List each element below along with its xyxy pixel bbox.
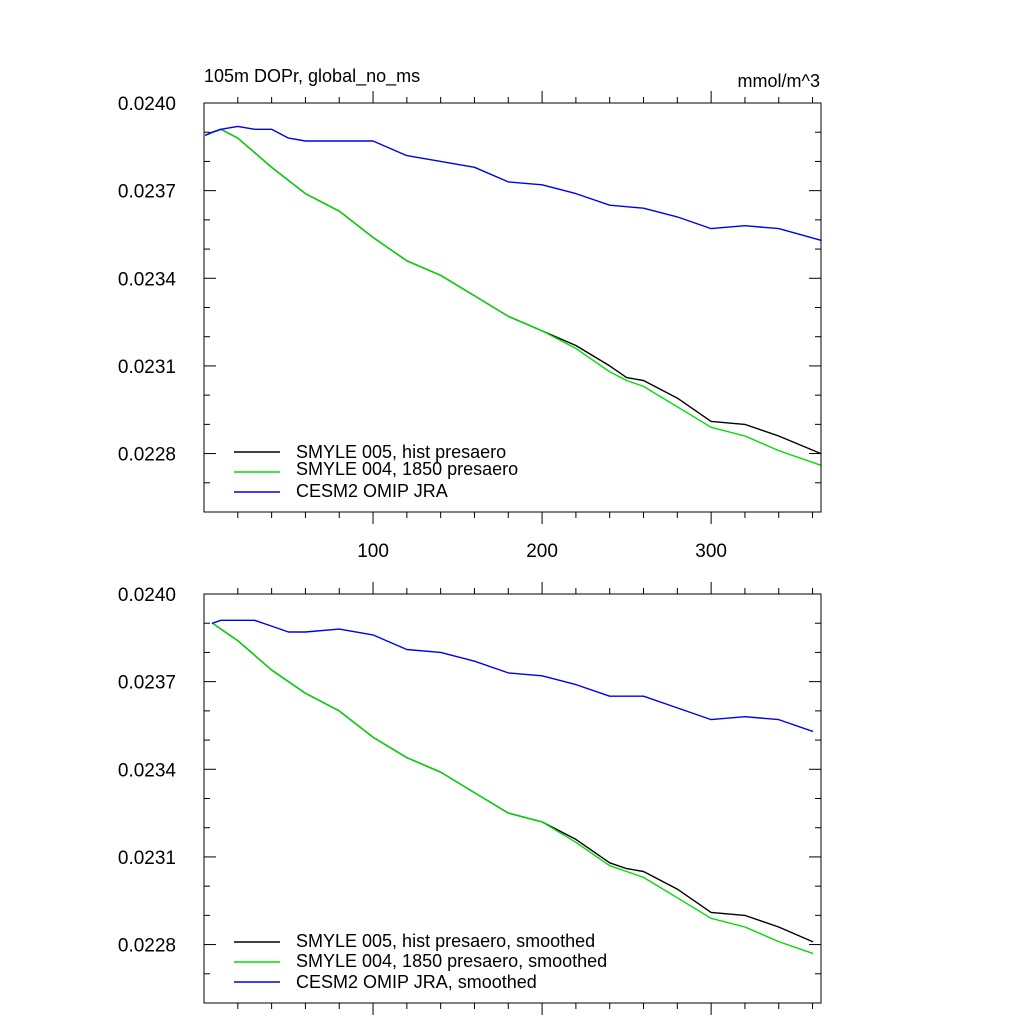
x-tick-labels: 100 200 300 (357, 541, 727, 562)
top-panel: 105m DOPr, global_no_ms mmol/m^3 0.02400… (118, 66, 822, 562)
series-line-smyle-004-1850-presaero (204, 128, 822, 466)
axis-ticks (204, 582, 821, 1015)
legend-label-smyle-005-smoothed: SMYLE 005, hist presaero, smoothed (296, 931, 595, 951)
y-tick-label: 0.0237 (118, 673, 176, 694)
axis-ticks (204, 91, 821, 524)
x-tick-label: 100 (357, 541, 389, 562)
legend: SMYLE 005, hist presaero SMYLE 004, 1850… (234, 442, 518, 501)
series-line-cesm2-omip-jra-smoothed (211, 619, 814, 732)
series-line-cesm2-omip-jra (204, 125, 822, 242)
plot-frame (203, 593, 822, 1004)
legend-label-smyle-005: SMYLE 005, hist presaero (296, 442, 506, 462)
legend-label-cesm2-smoothed: CESM2 OMIP JRA, smoothed (296, 972, 537, 992)
y-tick-labels: 0.0240 0.0237 0.0234 0.0231 0.0228 (118, 585, 177, 957)
legend: SMYLE 005, hist presaero, smoothed SMYLE… (234, 931, 607, 992)
series-line-smyle-004-1850-presaero-smoothed (211, 622, 814, 954)
series-lines (204, 125, 822, 466)
y-tick-label: 0.0231 (118, 848, 176, 869)
bottom-panel: 0.0240 0.0237 0.0234 0.0231 0.0228 SMYLE 005… (118, 582, 822, 1015)
legend-label-cesm2: CESM2 OMIP JRA (296, 481, 448, 501)
plot-frame (203, 102, 822, 513)
x-tick-label: 200 (526, 541, 558, 562)
legend-label-smyle-004-smoothed: SMYLE 004, 1850 presaero, smoothed (296, 951, 607, 971)
legend-label-smyle-004: SMYLE 004, 1850 presaero (296, 459, 518, 479)
y-tick-label: 0.0231 (118, 357, 176, 378)
chart-title: 105m DOPr, global_no_ms (204, 66, 420, 87)
y-tick-label: 0.0240 (118, 94, 176, 115)
y-tick-label: 0.0237 (118, 182, 176, 203)
x-tick-label: 300 (695, 541, 727, 562)
y-tick-label: 0.0234 (118, 269, 177, 290)
y-tick-label: 0.0228 (118, 445, 176, 466)
y-tick-labels: 0.0240 0.0237 0.0234 0.0231 0.0228 (118, 94, 177, 466)
y-tick-label: 0.0234 (118, 760, 177, 781)
y-tick-label: 0.0240 (118, 585, 176, 606)
series-lines (211, 619, 814, 954)
y-tick-label: 0.0228 (118, 936, 176, 957)
units-label: mmol/m^3 (738, 71, 820, 91)
